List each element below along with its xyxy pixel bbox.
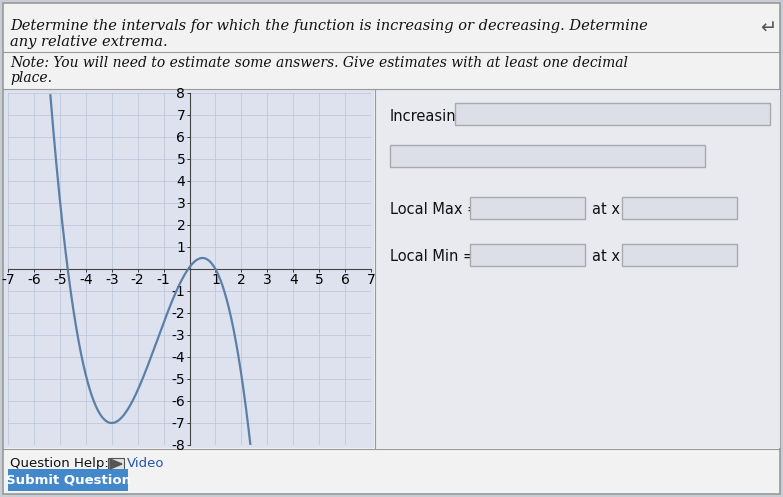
Text: Increasing:: Increasing:	[390, 109, 471, 124]
Bar	[455, 103, 770, 125]
Text: Decreasing:: Decreasing:	[390, 147, 478, 162]
Bar	[622, 197, 737, 219]
Text: Local Min =: Local Min =	[390, 249, 475, 264]
Bar	[470, 197, 585, 219]
Polygon shape	[110, 459, 122, 469]
Bar	[390, 145, 705, 167]
Bar	[8, 469, 128, 491]
Bar	[108, 458, 124, 470]
Text: Video: Video	[127, 457, 164, 470]
Text: Submit Question: Submit Question	[5, 474, 131, 487]
Text: ↵: ↵	[760, 19, 777, 38]
Bar	[376, 90, 780, 448]
Text: Question Help:: Question Help:	[10, 457, 109, 470]
Text: place.: place.	[10, 71, 52, 85]
Text: Local Max =: Local Max =	[390, 202, 479, 217]
Text: Note: You will need to estimate some answers. Give estimates with at least one d: Note: You will need to estimate some ans…	[10, 56, 628, 70]
Bar	[4, 90, 374, 448]
Text: Determine the intervals for which the function is increasing or decreasing. Dete: Determine the intervals for which the fu…	[10, 19, 648, 33]
Bar	[470, 244, 585, 266]
Text: any relative extrema.: any relative extrema.	[10, 35, 168, 49]
Text: at x =: at x =	[592, 202, 637, 217]
Text: at x =: at x =	[592, 249, 637, 264]
Bar	[622, 244, 737, 266]
